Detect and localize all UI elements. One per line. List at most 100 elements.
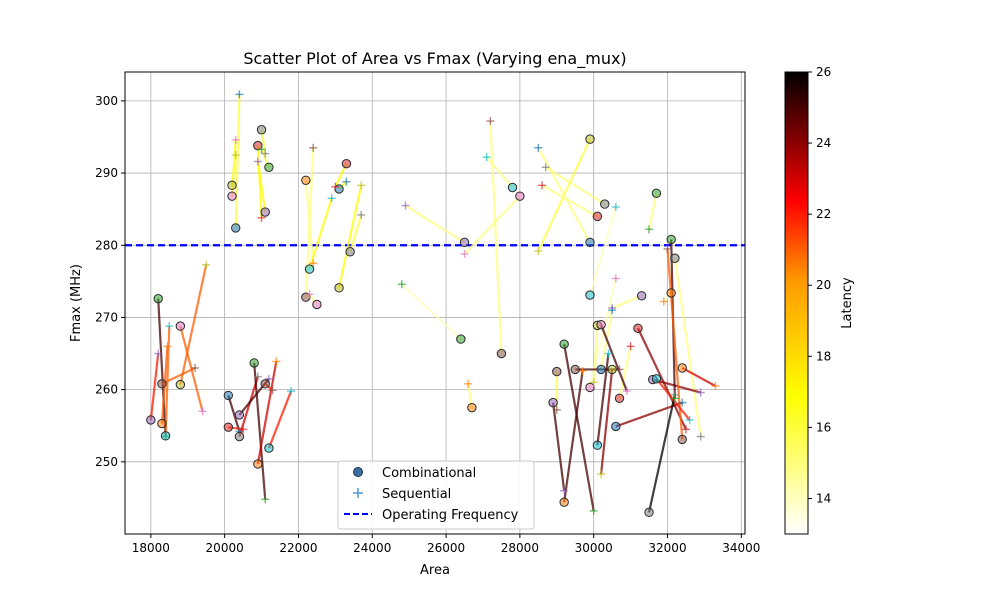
combinational-point xyxy=(611,421,621,432)
pair-connector xyxy=(267,390,293,449)
sequential-point xyxy=(541,163,550,172)
sequential-point xyxy=(622,387,631,396)
legend-combinational-label: Combinational xyxy=(382,466,476,481)
y-axis-ticks: 250 260 270 280 290 300 xyxy=(95,94,125,469)
chart-title: Scatter Plot of Area vs Fmax (Varying en… xyxy=(243,49,626,69)
sequential-point xyxy=(272,357,281,366)
colorbar-label: Latency xyxy=(840,277,855,329)
sequential-point xyxy=(611,202,620,211)
sequential-point xyxy=(268,386,277,395)
pair-connector xyxy=(256,161,267,213)
combinational-point xyxy=(585,382,595,393)
combinational-point xyxy=(312,299,322,310)
combinational-point xyxy=(496,348,507,359)
combinational-point xyxy=(552,366,562,377)
pair-connector xyxy=(149,353,160,421)
combinational-point xyxy=(467,402,477,413)
x-tick-label: 24000 xyxy=(353,541,391,555)
sequential-point xyxy=(397,280,406,289)
combinational-point xyxy=(146,415,156,425)
combinational-point xyxy=(175,321,186,331)
combinational-point xyxy=(227,180,237,191)
combinational-point xyxy=(651,374,662,384)
pair-connector xyxy=(596,353,610,446)
y-tick-label: 300 xyxy=(95,94,118,108)
combinational-point xyxy=(670,253,680,263)
pair-connector xyxy=(349,214,363,253)
combinational-point xyxy=(548,397,558,408)
pair-connector xyxy=(541,184,598,218)
combinational-point xyxy=(234,410,245,420)
combinational-point xyxy=(596,319,606,330)
combinational-point xyxy=(160,431,171,441)
legend: Combinational Sequential Operating Frequ… xyxy=(337,460,535,530)
pair-connector xyxy=(227,395,241,432)
sequential-point xyxy=(659,297,668,306)
combinational-point xyxy=(264,443,274,453)
sequential-point xyxy=(681,425,690,434)
combinational-point xyxy=(559,497,569,507)
sequential-point xyxy=(482,153,491,162)
pair-connector xyxy=(230,154,237,186)
pair-connector xyxy=(588,206,617,296)
pair-connector xyxy=(673,258,702,437)
sequential-point xyxy=(486,117,495,126)
pair-connector xyxy=(563,343,595,512)
sequential-point xyxy=(604,349,613,358)
sequential-point xyxy=(191,363,200,372)
colorbar-tick-label: 14 xyxy=(816,491,831,505)
x-axis-label: Area xyxy=(420,563,450,578)
sequential-point xyxy=(253,157,262,166)
combinational-point xyxy=(456,334,466,344)
sequential-point xyxy=(611,274,620,283)
combinational-point xyxy=(607,364,617,375)
y-tick-label: 290 xyxy=(95,166,118,180)
sequential-point xyxy=(401,201,410,210)
pair-connector xyxy=(599,369,614,475)
legend-box xyxy=(337,460,535,530)
pair-connector xyxy=(308,197,333,270)
pair-connector xyxy=(592,325,599,383)
combinational-point xyxy=(231,223,241,233)
legend-sequential-marker xyxy=(353,488,363,498)
combinational-point xyxy=(592,211,603,222)
pair-connector xyxy=(681,367,717,387)
sequential-point xyxy=(327,194,336,203)
colorbar xyxy=(784,71,809,535)
sequential-point xyxy=(696,432,705,441)
sequential-point xyxy=(309,259,318,268)
sequential-point xyxy=(257,213,266,222)
colorbar-tick-label: 20 xyxy=(816,278,831,292)
sequential-point xyxy=(305,290,314,299)
combinational-point xyxy=(301,175,311,185)
sequential-point xyxy=(538,181,547,190)
sequential-point xyxy=(597,470,606,479)
sequential-point xyxy=(678,398,687,407)
combinational-point xyxy=(264,162,274,172)
sequential-point xyxy=(534,143,543,152)
pair-connector xyxy=(485,156,514,189)
combinational-point xyxy=(559,339,569,349)
sequential-point xyxy=(460,249,469,258)
sequential-point xyxy=(626,342,635,351)
sequential-point xyxy=(357,181,366,190)
pair-connector xyxy=(666,248,684,440)
pair-connector xyxy=(652,378,702,394)
sequential-point xyxy=(198,407,207,416)
sequential-point xyxy=(464,379,473,388)
combinational-point xyxy=(677,434,687,445)
pair-connector xyxy=(563,370,584,503)
pair-connector xyxy=(600,324,628,392)
sequential-point xyxy=(231,135,240,144)
pair-connector xyxy=(636,327,687,430)
data-markers xyxy=(146,90,720,518)
x-tick-label: 30000 xyxy=(575,541,613,555)
pair-connector xyxy=(337,185,363,289)
pair-connector xyxy=(463,195,521,255)
sequential-point xyxy=(608,306,617,315)
x-tick-label: 28000 xyxy=(501,541,539,555)
colorbar-tick-label: 24 xyxy=(816,136,831,150)
combinational-point xyxy=(644,507,654,518)
sequential-point xyxy=(261,149,270,158)
sequential-point xyxy=(645,225,654,234)
